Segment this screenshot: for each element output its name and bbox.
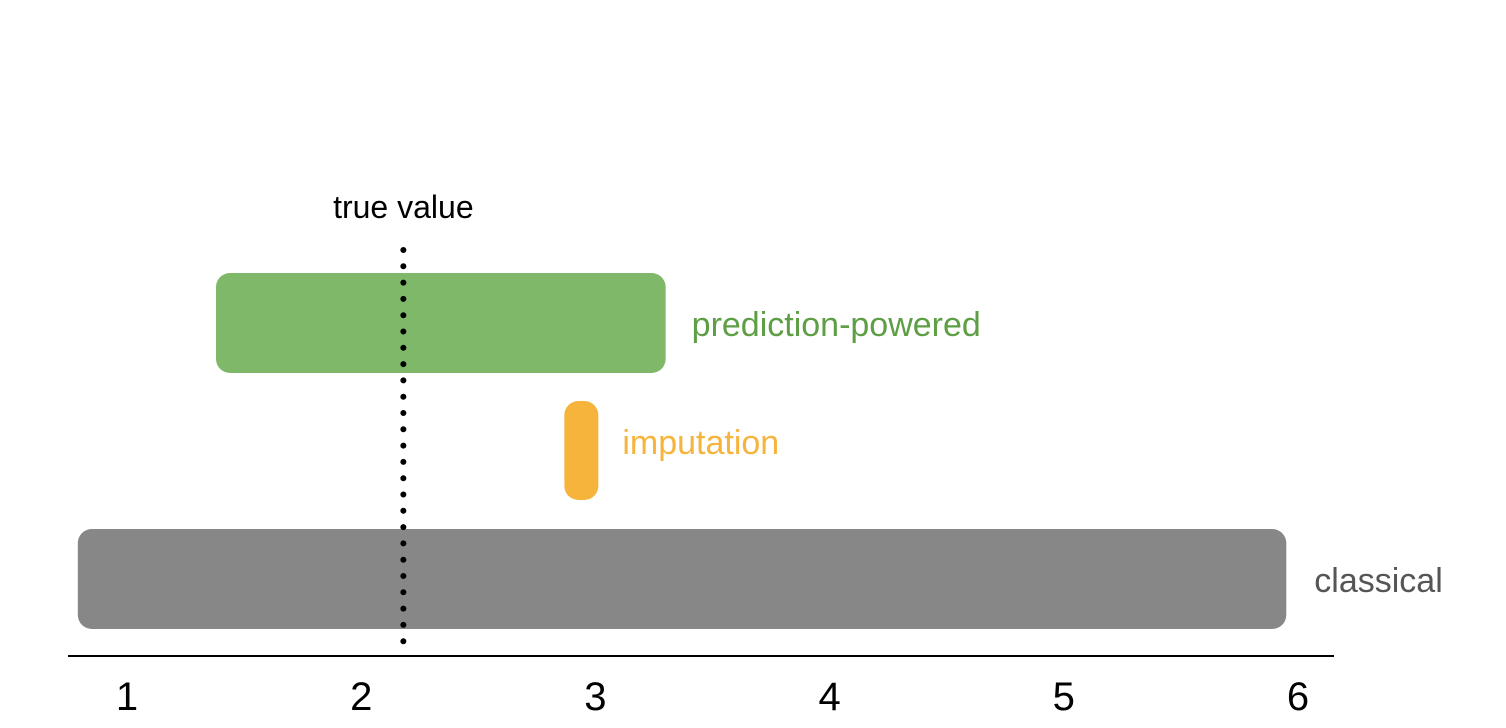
- series-label-imputation: imputation: [622, 424, 779, 462]
- series-label-prediction-powered: prediction-powered: [692, 306, 981, 344]
- interval-bars: [77, 273, 1287, 629]
- series-labels: prediction-powered imputation classical: [622, 306, 1442, 600]
- x-tick-label-4: 4: [818, 675, 840, 719]
- x-tick-label-1: 1: [116, 675, 138, 719]
- interval-bar-prediction-powered: [215, 273, 666, 373]
- x-tick-label-3: 3: [584, 675, 606, 719]
- interval-bar-imputation: [564, 401, 599, 500]
- x-axis-tick-labels: 1 2 3 4 5 6: [116, 675, 1309, 719]
- x-tick-label-5: 5: [1053, 675, 1075, 719]
- x-tick-label-2: 2: [350, 675, 372, 719]
- x-tick-label-6: 6: [1287, 675, 1309, 719]
- interval-bar-classical: [77, 529, 1287, 629]
- true-value-label: true value: [333, 189, 474, 225]
- series-label-classical: classical: [1314, 562, 1442, 600]
- true-value-reference: true value: [333, 189, 474, 655]
